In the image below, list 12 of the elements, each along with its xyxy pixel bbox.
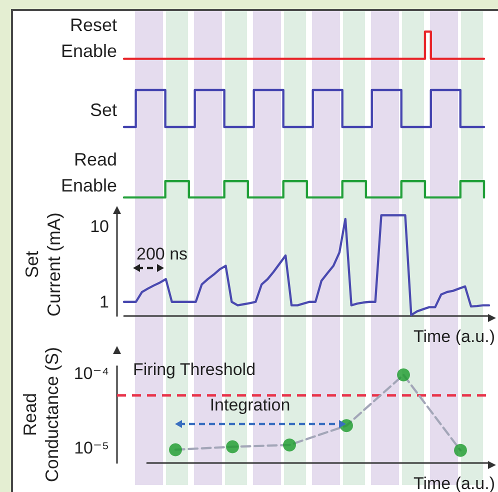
y-axis-title: Set [90, 100, 117, 120]
annotation: 200 ns [136, 244, 188, 264]
y-axis-title: Read Conductance (S) [20, 346, 62, 482]
y-tick-label: 1 [100, 292, 109, 312]
y-axis-title: Set Current (mA) [22, 212, 64, 317]
y-axis-title: Reset Enable [60, 15, 117, 61]
y-axis-title: Read Enable [60, 150, 117, 196]
annotation: Integration [210, 396, 290, 414]
y-tick-label: 10⁻⁴ [74, 364, 109, 384]
y-tick-label: 10⁻⁵ [74, 438, 109, 458]
ref-line-label: Firing Threshold [133, 360, 256, 379]
y-tick-label: 10 [90, 216, 109, 236]
